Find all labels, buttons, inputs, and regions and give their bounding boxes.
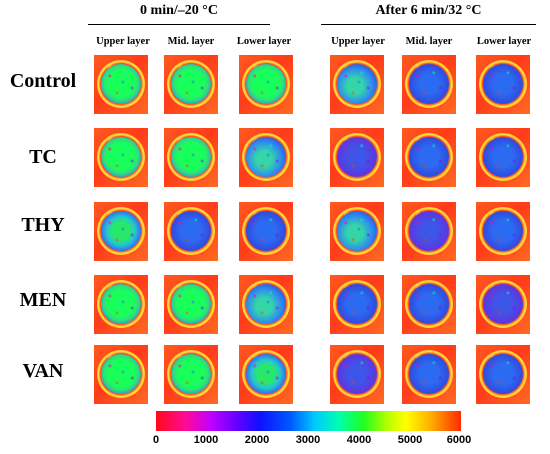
sample-disc	[246, 137, 286, 177]
thermal-image-tile	[94, 345, 148, 404]
column-label-mid-6min: Mid. layer	[405, 36, 453, 47]
thermal-image-tile	[164, 128, 218, 187]
colorbar-tick: 5000	[397, 434, 423, 446]
sample-disc	[409, 284, 449, 324]
group-title-after-6min: After 6 min/32 °C	[375, 3, 482, 18]
thermal-image-tile	[94, 128, 148, 187]
row-label-control: Control	[9, 70, 77, 92]
thermal-image-tile	[239, 55, 293, 114]
column-label-lower-6min: Lower layer	[476, 36, 532, 47]
sample-disc	[101, 284, 141, 324]
thermal-image-tile	[476, 345, 530, 404]
group-title-0min: 0 min/–20 °C	[140, 3, 218, 18]
sample-disc	[483, 137, 523, 177]
row-label-men: MEN	[19, 289, 67, 311]
thermal-image-tile	[330, 202, 384, 261]
thermal-image-tile	[330, 275, 384, 334]
sample-disc	[101, 64, 141, 104]
group-underline-0min	[88, 24, 270, 25]
column-label-mid-0min: Mid. layer	[167, 36, 215, 47]
colorbar-tick: 6000	[446, 434, 472, 446]
sample-disc	[409, 137, 449, 177]
thermal-image-tile	[164, 345, 218, 404]
row-label-tc: TC	[29, 146, 57, 168]
sample-disc	[337, 137, 377, 177]
sample-disc	[171, 211, 211, 251]
group-underline-after-6min	[321, 24, 536, 25]
sample-disc	[171, 137, 211, 177]
sample-disc	[246, 284, 286, 324]
colorbar-tick: 0	[152, 434, 160, 446]
thermal-image-tile	[239, 128, 293, 187]
thermal-image-tile	[402, 345, 456, 404]
thermal-image-tile	[164, 202, 218, 261]
sample-disc	[101, 137, 141, 177]
sample-disc	[409, 211, 449, 251]
row-label-van: VAN	[22, 360, 64, 382]
sample-disc	[171, 284, 211, 324]
sample-disc	[483, 354, 523, 394]
thermal-image-tile	[402, 275, 456, 334]
sample-disc	[337, 211, 377, 251]
sample-disc	[101, 211, 141, 251]
thermal-image-tile	[94, 202, 148, 261]
thermal-image-tile	[239, 345, 293, 404]
thermal-image-tile	[330, 128, 384, 187]
sample-disc	[171, 354, 211, 394]
thermal-image-tile	[330, 55, 384, 114]
colorbar-tick: 1000	[193, 434, 219, 446]
sample-disc	[337, 64, 377, 104]
thermal-image-tile	[330, 345, 384, 404]
column-label-upper-6min: Upper layer	[331, 36, 385, 47]
sample-disc	[101, 354, 141, 394]
column-label-lower-0min: Lower layer	[236, 36, 292, 47]
thermal-image-tile	[402, 128, 456, 187]
thermal-image-tile	[164, 55, 218, 114]
thermal-image-tile	[239, 202, 293, 261]
sample-disc	[337, 354, 377, 394]
thermal-image-tile	[476, 202, 530, 261]
thermal-image-tile	[239, 275, 293, 334]
sample-disc	[483, 211, 523, 251]
row-label-thy: THY	[21, 214, 65, 236]
sample-disc	[483, 64, 523, 104]
column-label-upper-0min: Upper layer	[96, 36, 150, 47]
sample-disc	[171, 64, 211, 104]
thermal-image-tile	[476, 275, 530, 334]
sample-disc	[246, 354, 286, 394]
colorbar-tick: 4000	[346, 434, 372, 446]
sample-disc	[337, 284, 377, 324]
sample-disc	[246, 64, 286, 104]
colorbar-tick: 3000	[295, 434, 321, 446]
thermal-image-tile	[164, 275, 218, 334]
sample-disc	[483, 284, 523, 324]
thermal-image-tile	[476, 55, 530, 114]
thermal-image-tile	[402, 202, 456, 261]
thermal-image-tile	[476, 128, 530, 187]
sample-disc	[246, 211, 286, 251]
colorbar-tick: 2000	[244, 434, 270, 446]
thermal-image-tile	[402, 55, 456, 114]
sample-disc	[409, 354, 449, 394]
sample-disc	[409, 64, 449, 104]
thermal-image-tile	[94, 275, 148, 334]
thermal-image-tile	[94, 55, 148, 114]
colorbar	[156, 411, 461, 431]
